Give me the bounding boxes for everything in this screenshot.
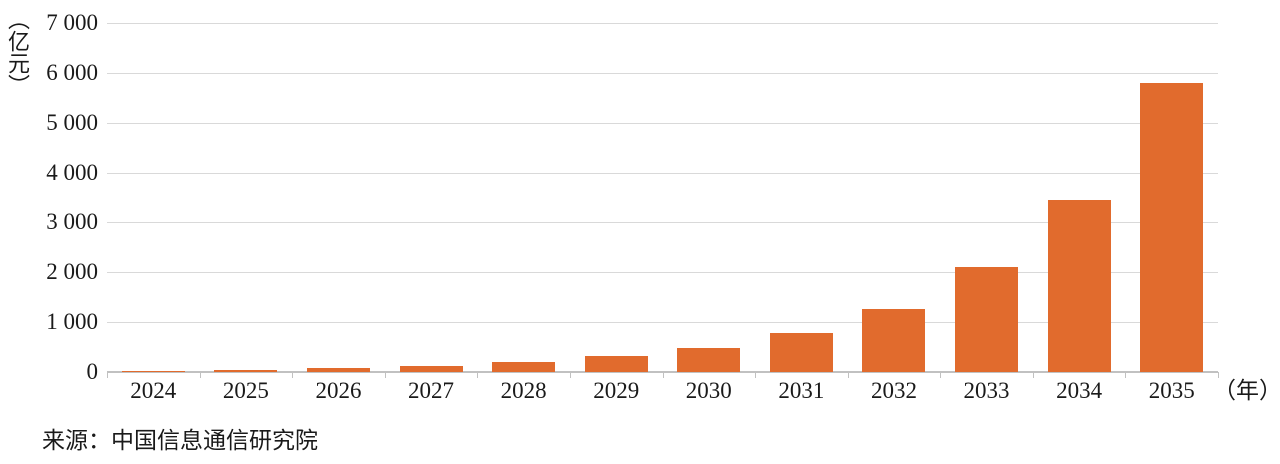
x-tick-label-2028: 2028: [500, 378, 547, 403]
x-tick-label-2031: 2031: [778, 378, 825, 403]
bar-2035: [1140, 82, 1204, 372]
gridline-2000: [107, 272, 1218, 274]
bar-2026: [306, 368, 370, 372]
x-tick-label-2027: 2027: [408, 378, 455, 403]
x-axis-tick: [199, 372, 201, 378]
x-tick-label-2033: 2033: [963, 378, 1010, 403]
y-tick-label-7000: 7 000: [46, 10, 98, 35]
x-axis-tick: [940, 372, 942, 378]
x-axis-tick: [1125, 372, 1127, 378]
bar-2028: [492, 362, 556, 372]
x-tick-label-2032: 2032: [870, 378, 917, 403]
y-tick-label-3000: 3 000: [46, 209, 98, 235]
x-axis-tick: [107, 372, 108, 378]
bar-2031: [769, 333, 833, 372]
x-axis-tick: [1218, 372, 1219, 378]
x-tick-label-2034: 2034: [1056, 378, 1103, 403]
y-axis-unit-label: （亿元）: [5, 8, 30, 96]
bar-2025: [214, 369, 278, 372]
x-axis-tick: [662, 372, 664, 378]
x-tick-label-2029: 2029: [593, 378, 640, 403]
x-tick-label-2025: 2025: [222, 378, 269, 403]
gridline-6000: [107, 72, 1218, 74]
bar-2032: [862, 309, 926, 372]
x-tick-label-2026: 2026: [315, 378, 362, 403]
gridline-4000: [107, 172, 1218, 174]
bar-2034: [1047, 200, 1111, 372]
x-tick-label-2030: 2030: [685, 378, 732, 403]
x-axis-tick: [1032, 372, 1034, 378]
y-tick-label-2000: 2 000: [46, 259, 98, 285]
bar-2033: [955, 267, 1019, 372]
x-axis-tick: [384, 372, 386, 378]
y-tick-label-5000: 5 000: [46, 109, 98, 135]
bar-2024: [121, 371, 185, 372]
x-tick-label-2035: 2035: [1148, 378, 1195, 403]
x-axis-tick: [477, 372, 479, 378]
y-tick-label-0: 0: [86, 359, 99, 384]
x-axis-unit-label: （年）: [1213, 378, 1280, 403]
y-tick-label-6000: 6 000: [46, 59, 98, 85]
gridline-3000: [107, 222, 1218, 224]
x-axis-tick: [847, 372, 849, 378]
x-axis-tick: [292, 372, 294, 378]
x-axis-tick: [755, 372, 757, 378]
bar-2030: [677, 347, 741, 372]
plot-area: [107, 23, 1219, 378]
gridline-1000: [107, 322, 1218, 324]
x-axis-tick: [569, 372, 571, 378]
y-tick-label-1000: 1 000: [46, 309, 98, 335]
x-tick-label-2024: 2024: [130, 378, 177, 403]
source-caption: 来源：中国信息通信研究院: [42, 428, 318, 453]
bar-2027: [399, 366, 463, 372]
y-tick-label-4000: 4 000: [46, 159, 98, 185]
bar-2029: [584, 355, 648, 372]
gridline-7000: [107, 23, 1218, 24]
gridline-5000: [107, 122, 1218, 124]
